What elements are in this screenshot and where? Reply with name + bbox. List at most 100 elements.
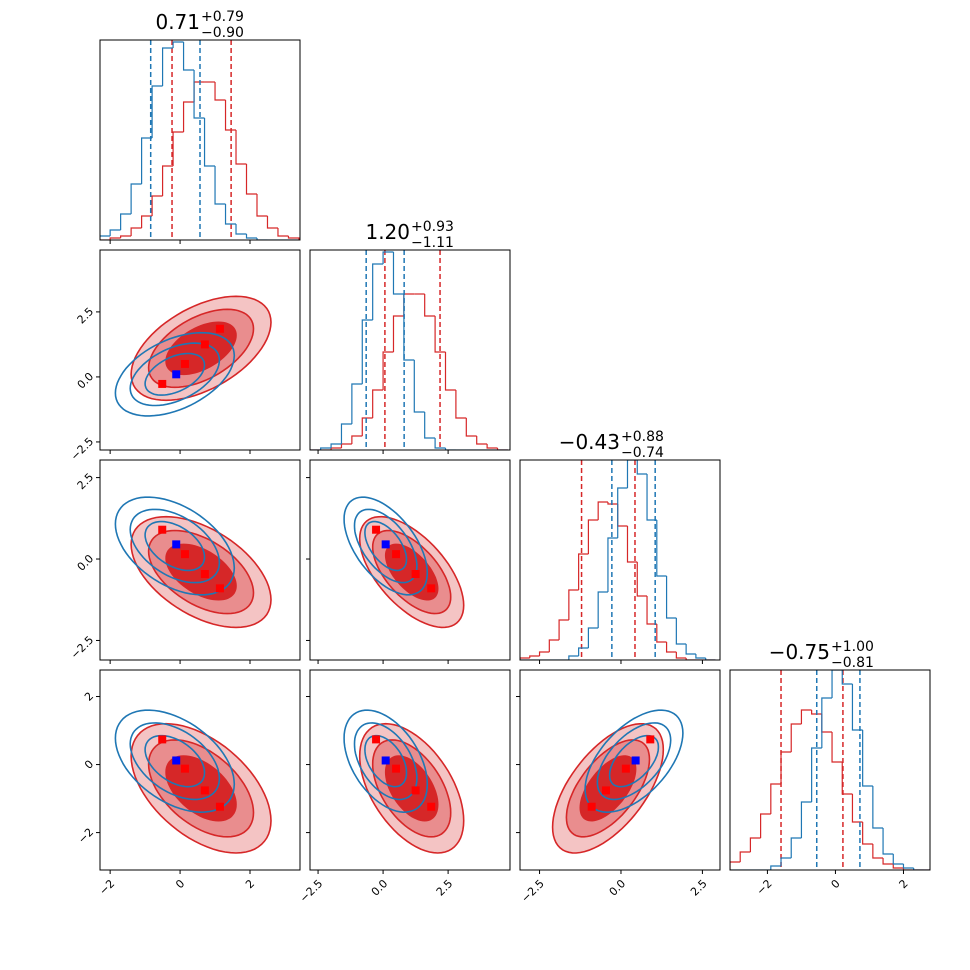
panel-frame (519, 669, 721, 871)
histogram-step (558, 619, 569, 640)
panel-title-plus: +0.88 (621, 429, 664, 445)
histogram-step (749, 837, 761, 852)
histogram-step (361, 319, 373, 384)
histogram-step (151, 195, 163, 216)
contour-line (584, 709, 684, 814)
histogram-step (770, 783, 782, 814)
histogram-step (120, 235, 132, 238)
histogram-step (372, 263, 384, 320)
histogram-step (626, 526, 638, 563)
contour-line (144, 520, 206, 572)
histogram-step (245, 164, 257, 195)
histogram-step (392, 252, 404, 295)
histogram-step (811, 747, 822, 802)
histogram-step (617, 504, 628, 527)
histogram-step (320, 447, 332, 450)
histogram-step (892, 864, 904, 869)
x-tick-label: 0 (173, 877, 187, 891)
histogram-step (382, 351, 394, 390)
x-tick-label: 2 (897, 877, 911, 891)
histogram-step (902, 864, 914, 869)
histogram-step (607, 502, 618, 505)
histogram-step (330, 443, 342, 448)
histogram-step (665, 576, 677, 619)
y-tick-label: 0 (82, 758, 96, 772)
histogram-step (607, 537, 618, 592)
histogram-step (705, 658, 716, 660)
histogram-step (151, 85, 163, 138)
contour-line (364, 520, 408, 572)
histogram-step (851, 684, 863, 731)
marker (180, 764, 189, 773)
histogram-step (382, 251, 394, 264)
histogram-step (141, 215, 153, 228)
histogram-step (790, 723, 802, 752)
histogram-step (626, 460, 638, 488)
histogram-step (790, 837, 802, 858)
x-tick-label: 0.0 (369, 877, 391, 899)
panel-frame (309, 249, 511, 451)
histogram-step (182, 101, 195, 132)
histogram-step (109, 237, 121, 240)
y-tick-label: −2 (76, 826, 97, 847)
histogram-panel (730, 670, 930, 870)
marker (372, 525, 381, 534)
contour-line (144, 734, 206, 788)
marker (392, 764, 401, 773)
histogram-step (182, 42, 195, 71)
histogram-step (266, 216, 278, 229)
marker (631, 756, 640, 765)
histogram-step (486, 444, 498, 449)
histogram-step (730, 861, 741, 870)
histogram-step (872, 844, 884, 859)
contour-line (114, 496, 236, 596)
histogram-step (476, 436, 488, 445)
marker (158, 525, 167, 534)
histogram-step (568, 655, 579, 660)
histogram-step (578, 647, 589, 656)
contour-line (364, 734, 408, 788)
panel-title-value: −0.75 (769, 640, 830, 664)
histogram-step (434, 438, 446, 449)
histogram-step (882, 858, 894, 865)
y-tick-label: 2.5 (75, 305, 97, 327)
histogram-step (695, 654, 706, 659)
marker (172, 370, 181, 379)
histogram-step (434, 316, 446, 353)
histogram-step (739, 851, 751, 862)
histogram-step (913, 868, 924, 870)
histogram-step (351, 435, 363, 444)
histogram-step (597, 501, 608, 520)
x-tick-label: 0 (829, 877, 843, 891)
y-tick-label: 0.0 (75, 552, 97, 574)
marker (200, 786, 209, 795)
histogram-step (646, 596, 657, 625)
x-tick-label: 2 (243, 877, 257, 891)
contour-line (608, 734, 660, 788)
marker (392, 550, 401, 559)
histogram-step (656, 624, 667, 643)
histogram-step (811, 710, 822, 715)
marker (158, 379, 167, 388)
histogram-step (120, 213, 132, 230)
histogram-step (821, 714, 833, 733)
histogram-step (403, 294, 415, 361)
x-tick-label: 2.5 (688, 877, 710, 899)
contour-line (129, 508, 221, 584)
histogram-step (496, 448, 508, 450)
histogram-step (587, 627, 599, 648)
histogram-step (277, 228, 289, 237)
panel-frame (309, 459, 511, 661)
histogram-step (656, 520, 667, 577)
histogram-panel (520, 460, 716, 660)
histogram-step (851, 794, 863, 823)
histogram-step (214, 82, 226, 101)
histogram-step (597, 591, 608, 628)
histogram-step (578, 553, 589, 590)
histogram-step (256, 194, 268, 217)
histogram-step (340, 423, 352, 444)
histogram-step (538, 651, 550, 656)
histogram-step (520, 657, 530, 660)
contour-line (129, 722, 221, 801)
